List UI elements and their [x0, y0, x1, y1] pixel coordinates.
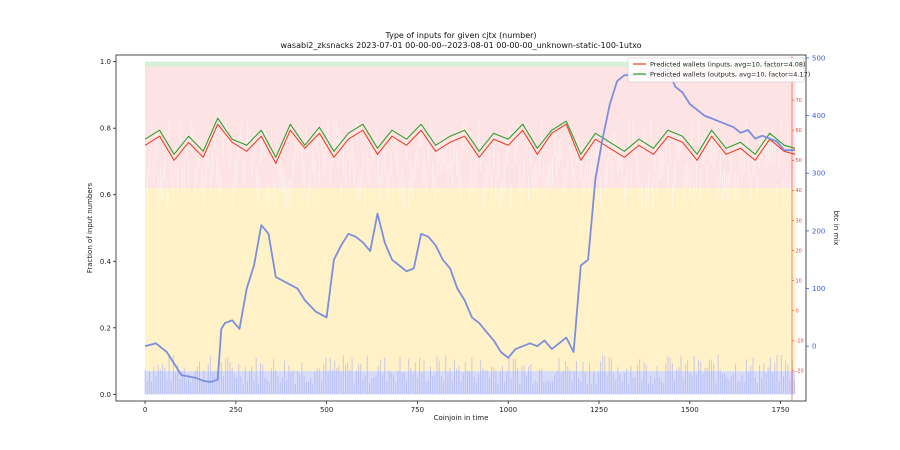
series-line-2	[144, 68, 796, 383]
series-line-1	[144, 117, 796, 158]
x-tick-label: 0	[143, 406, 147, 414]
background-band	[145, 61, 796, 67]
red-tick-label: 30	[796, 218, 802, 224]
y-tick-label: 0.6	[100, 191, 112, 199]
blue-tick-label: 500	[812, 54, 825, 62]
chart-subtitle: wasabi2_zksnacks 2023-07-01 00-00-00--20…	[280, 41, 641, 50]
red-tick-label: -10	[796, 339, 804, 345]
background-band	[145, 66, 796, 189]
red-tick-label: 20	[796, 248, 802, 254]
y-tick-label: 1.0	[100, 58, 111, 66]
background-band	[145, 188, 796, 372]
x-axis: 0 250 500 750 1000 1250 1500 1750	[143, 401, 790, 414]
series-layer	[144, 68, 796, 383]
plot-area	[144, 61, 796, 395]
red-tick-label: 50	[796, 158, 802, 164]
x-tick-label: 1000	[499, 406, 517, 414]
x-tick-label: 1750	[772, 406, 790, 414]
legend: Predicted wallets (inputs, avg=10, facto…	[627, 57, 810, 83]
plot-frame	[115, 54, 807, 402]
series-line-0	[144, 123, 796, 164]
legend-box	[627, 57, 805, 83]
red-tick-label: 60	[796, 128, 802, 134]
legend-label-outputs: Predicted wallets (outputs, avg=10, fact…	[650, 71, 810, 79]
red-tick-label: -20	[796, 369, 804, 375]
blue-tick-label: 300	[812, 170, 825, 178]
x-tick-label: 1250	[590, 406, 608, 414]
y-tick-label: 0.4	[100, 258, 112, 266]
blue-tick-label: 0	[812, 343, 816, 351]
y-axis-left: 0.0 0.2 0.4 0.6 0.8 1.0	[100, 58, 116, 399]
red-tick-label: 40	[796, 188, 802, 194]
x-axis-label: Coinjoin in time	[434, 414, 489, 422]
y-tick-label: 0.2	[100, 324, 111, 332]
y-axis-label: Fraction of input numbers	[86, 182, 94, 273]
y-tick-label: 0.0	[100, 391, 111, 399]
red-tick-label: 10	[796, 278, 802, 284]
y-axis-right-blue: 0 100 200 300 400 500	[806, 54, 825, 351]
blue-tick-label: 400	[812, 112, 825, 120]
y-tick-label: 0.8	[100, 125, 111, 133]
red-tick-label: 0	[796, 309, 799, 315]
x-tick-label: 500	[320, 406, 333, 414]
x-tick-label: 750	[411, 406, 424, 414]
blue-tick-label: 200	[812, 227, 825, 235]
y-axis-right-red: -20 -10 0 10 20 30 40 50 60 70	[791, 55, 804, 401]
red-tick-label: 70	[796, 98, 802, 104]
legend-label-inputs: Predicted wallets (inputs, avg=10, facto…	[650, 61, 806, 69]
chart-title: Type of inputs for given cjtx (number)	[384, 31, 536, 40]
background-bands	[144, 61, 796, 395]
y-axis-right-label: btc in mix	[832, 211, 840, 246]
blue-tick-label: 100	[812, 285, 825, 293]
x-tick-label: 1500	[681, 406, 699, 414]
x-tick-label: 250	[229, 406, 242, 414]
